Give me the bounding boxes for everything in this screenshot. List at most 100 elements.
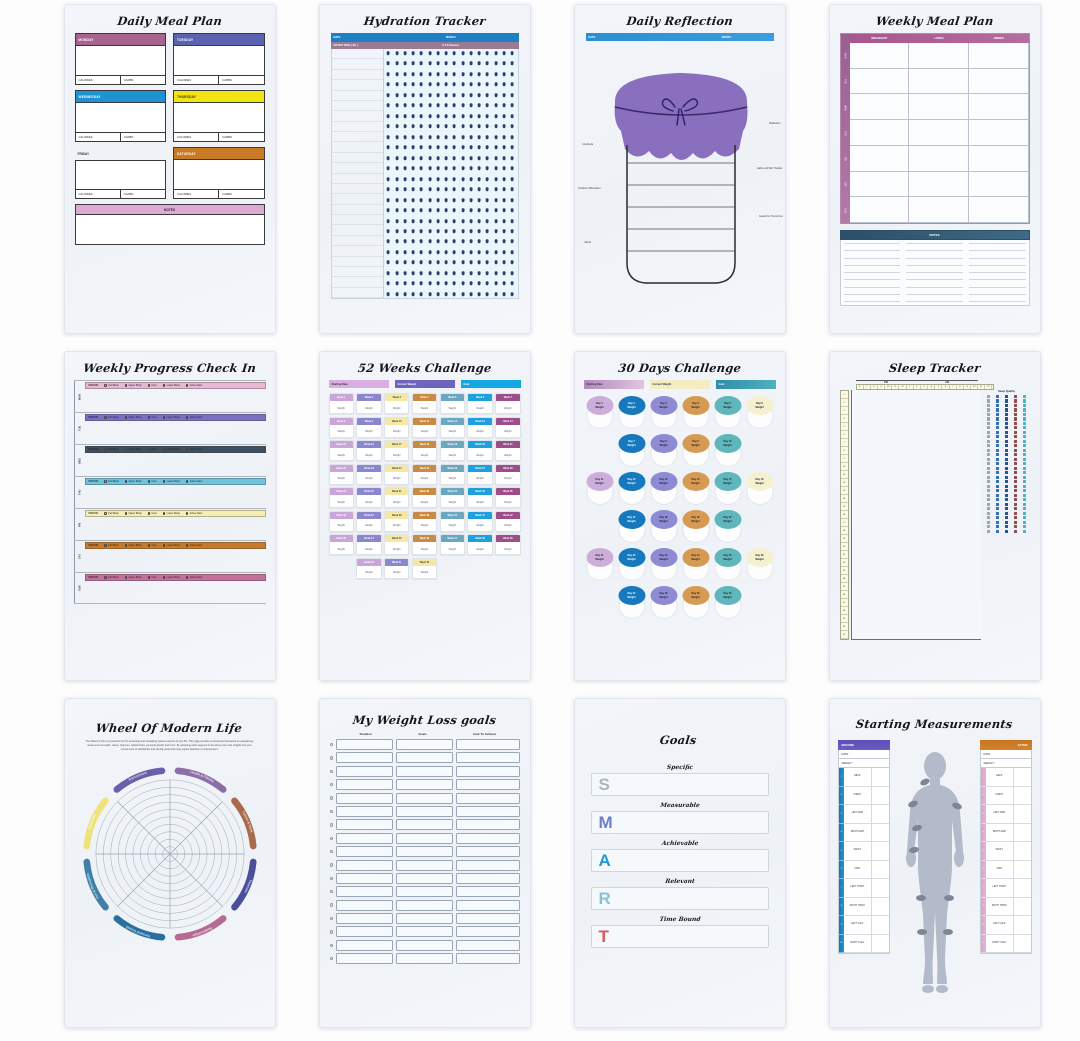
sleep-plot-canvas[interactable]	[850, 390, 981, 640]
goal-row[interactable]	[329, 953, 520, 965]
quality-dot[interactable]	[986, 435, 990, 439]
hydration-date-row[interactable]	[331, 132, 383, 143]
quality-dot[interactable]	[1014, 403, 1018, 408]
week-card-weight[interactable]: Weight	[365, 453, 373, 457]
how-to-achieve-input[interactable]	[455, 739, 520, 750]
water-drop-icon[interactable]	[478, 176, 481, 181]
quality-dot[interactable]	[1014, 502, 1018, 506]
week-card-weight[interactable]: Weight	[337, 430, 345, 433]
goals-input[interactable]	[395, 765, 453, 777]
water-drop-icon[interactable]	[387, 71, 390, 77]
quality-dot[interactable]	[995, 412, 999, 417]
focus-option[interactable]: Full Body	[104, 384, 119, 387]
week-card[interactable]: Week 42 Weight	[495, 510, 521, 532]
quality-dot[interactable]	[995, 448, 999, 452]
goals-input[interactable]	[395, 886, 453, 898]
week-card-weight[interactable]: Weight	[504, 430, 512, 433]
goal-checkbox[interactable]	[329, 836, 333, 840]
radio-icon[interactable]	[124, 512, 128, 515]
focus-band[interactable]: FOCUS: Full Body Upper Body Core Lower Body A…	[84, 382, 266, 389]
water-drop-icon[interactable]	[478, 260, 481, 265]
quality-dot[interactable]	[986, 399, 990, 403]
jar-area[interactable]: Gratitude Positive Affirmation Mood Refl…	[575, 45, 785, 295]
day-badge[interactable]: Day 14 Weight	[682, 472, 709, 491]
progress-row[interactable]: TUE FOCUS: Full Body Upper Body Core Lower Bo…	[73, 412, 266, 444]
how-to-achieve-input[interactable]	[455, 779, 520, 791]
water-drop-icon[interactable]	[494, 187, 498, 192]
week-card-weight[interactable]: Weight	[393, 477, 401, 480]
note-line[interactable]	[906, 264, 963, 266]
after-rows[interactable]: 1 2 3 4 5 6 7 8 9 10 NECK CHEST LEFT ARM RIGHT ARM WA…	[979, 768, 1032, 954]
goals-input[interactable]	[395, 953, 453, 965]
week-card[interactable]: Week 4 Weight	[411, 393, 438, 414]
water-drop-icon[interactable]	[461, 208, 465, 213]
goal-rows[interactable]	[329, 739, 520, 965]
wheel-segment-label-band[interactable]	[230, 797, 257, 850]
water-drop-icon[interactable]	[436, 218, 440, 223]
quality-dot[interactable]	[1014, 498, 1018, 502]
water-drop-icon[interactable]	[511, 51, 514, 56]
page-wheel-of-life[interactable]: Wheel Of Modern Life The Wheel of Life i…	[63, 698, 276, 1028]
quality-dot[interactable]	[1023, 466, 1027, 470]
measurement-value-input[interactable]	[871, 768, 889, 787]
quality-dot[interactable]	[986, 516, 990, 520]
how-to-achieve-input[interactable]	[455, 859, 520, 871]
water-drop-icon[interactable]	[445, 239, 448, 244]
duration-input[interactable]	[335, 926, 393, 938]
day-badge[interactable]: Day 13 Weight	[650, 472, 677, 491]
after-date-field[interactable]: DATE :	[979, 750, 1032, 759]
water-drop-icon[interactable]	[453, 134, 456, 139]
quality-dot[interactable]	[995, 529, 999, 533]
water-drop-icon[interactable]	[387, 166, 390, 171]
sleep-quality-dots[interactable]	[984, 395, 1030, 533]
water-drop-icon[interactable]	[502, 281, 506, 286]
measurement-value-input[interactable]	[871, 823, 889, 842]
water-drop-icon[interactable]	[494, 176, 498, 181]
hydration-date-row[interactable]	[331, 59, 383, 70]
day-badge-cell[interactable]: Day 16 Weight	[744, 471, 776, 505]
goals-input[interactable]	[395, 752, 453, 764]
water-drop-icon[interactable]	[387, 124, 390, 129]
note-line[interactable]	[843, 301, 901, 302]
water-drop-icon[interactable]	[478, 134, 481, 139]
quality-dot[interactable]	[995, 484, 999, 488]
quality-dot[interactable]	[1023, 395, 1027, 399]
week-card-weight[interactable]: Weight	[365, 524, 373, 527]
quality-dot[interactable]	[986, 457, 990, 461]
quality-dot[interactable]	[1004, 520, 1009, 524]
water-drop-icon[interactable]	[412, 82, 415, 87]
water-drop-icon[interactable]	[461, 61, 465, 66]
water-drop-icon[interactable]	[420, 239, 423, 244]
focus-option[interactable]: Lower Body	[162, 384, 180, 387]
radio-icon[interactable]	[185, 480, 189, 483]
water-drop-icon[interactable]	[436, 61, 440, 66]
water-drop-icon[interactable]	[412, 155, 415, 160]
water-drop-icon[interactable]	[511, 260, 514, 265]
water-drop-icon[interactable]	[420, 281, 423, 286]
quality-dot[interactable]	[1014, 453, 1018, 457]
water-drop-icon[interactable]	[453, 155, 456, 160]
quality-dot[interactable]	[1004, 457, 1009, 461]
goals-input[interactable]	[395, 819, 453, 831]
day-notes-area[interactable]	[173, 46, 265, 76]
day-badge-cell[interactable]: Day 3 Weight	[648, 395, 680, 429]
water-drop-icon[interactable]	[395, 291, 399, 296]
goal-row[interactable]	[329, 872, 520, 884]
week-card[interactable]: Week 24 Weight	[384, 463, 410, 485]
water-drop-icon[interactable]	[412, 113, 415, 118]
water-drop-icon[interactable]	[478, 155, 481, 160]
water-drop-icon[interactable]	[486, 134, 489, 139]
water-drop-icon[interactable]	[436, 166, 440, 171]
field-relevant[interactable]: R	[590, 887, 769, 910]
week-card[interactable]: Week 51 Weight	[384, 557, 410, 579]
week-card[interactable]: Week 47 Weight	[439, 534, 465, 555]
water-drop-icon[interactable]	[395, 124, 399, 129]
water-drop-icon[interactable]	[486, 176, 489, 181]
day-notes-area[interactable]	[74, 103, 166, 133]
water-drop-icon[interactable]	[478, 270, 481, 276]
week-card-weight[interactable]: Weight	[337, 524, 345, 527]
water-drop-icon[interactable]	[387, 92, 390, 98]
water-drop-icon[interactable]	[436, 71, 440, 77]
quality-dot[interactable]	[986, 507, 990, 511]
